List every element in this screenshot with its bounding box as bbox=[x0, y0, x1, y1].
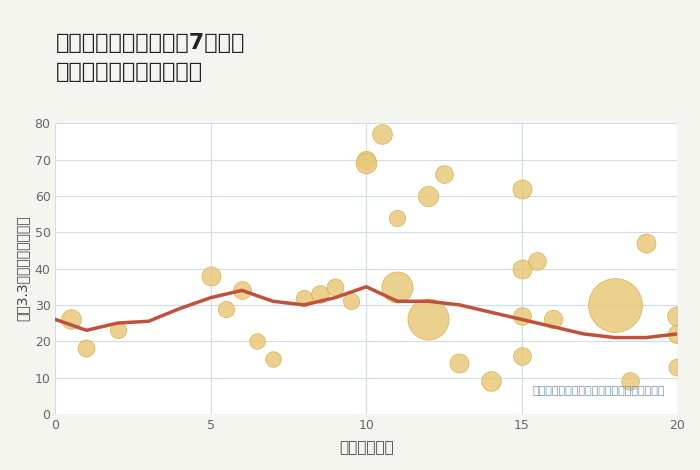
Point bbox=[112, 327, 123, 334]
Point bbox=[454, 359, 465, 367]
Text: 円の大きさは、取引のあった物件面積を示す: 円の大きさは、取引のあった物件面積を示す bbox=[532, 386, 664, 396]
Point bbox=[516, 312, 527, 320]
Point bbox=[671, 330, 682, 338]
Point bbox=[360, 160, 372, 167]
Point bbox=[671, 312, 682, 320]
Point bbox=[314, 290, 326, 298]
Point bbox=[267, 356, 279, 363]
Point bbox=[625, 377, 636, 385]
Point bbox=[531, 258, 542, 265]
Point bbox=[252, 337, 263, 345]
Point bbox=[671, 363, 682, 370]
Point bbox=[65, 316, 76, 323]
Point bbox=[438, 171, 449, 178]
Point bbox=[423, 316, 434, 323]
Y-axis label: 坪（3.3㎡）単価（万円）: 坪（3.3㎡）単価（万円） bbox=[15, 216, 29, 321]
Point bbox=[360, 156, 372, 164]
Point bbox=[516, 185, 527, 193]
Point bbox=[237, 287, 248, 294]
Point bbox=[220, 305, 232, 312]
Point bbox=[345, 298, 356, 305]
Text: 三重県名張市桔梗が丘7番町の
駅距離別中古戸建て価格: 三重県名張市桔梗が丘7番町の 駅距離別中古戸建て価格 bbox=[56, 33, 246, 83]
Point bbox=[81, 345, 92, 352]
Point bbox=[376, 131, 387, 138]
Point bbox=[205, 272, 216, 280]
Point bbox=[609, 301, 620, 309]
X-axis label: 駅距離（分）: 駅距離（分） bbox=[339, 440, 393, 455]
Point bbox=[485, 377, 496, 385]
Point bbox=[423, 192, 434, 200]
Point bbox=[392, 283, 403, 290]
Point bbox=[547, 316, 559, 323]
Point bbox=[516, 265, 527, 272]
Point bbox=[298, 294, 309, 301]
Point bbox=[330, 283, 341, 290]
Point bbox=[640, 239, 652, 247]
Point bbox=[392, 214, 403, 221]
Point bbox=[516, 352, 527, 360]
